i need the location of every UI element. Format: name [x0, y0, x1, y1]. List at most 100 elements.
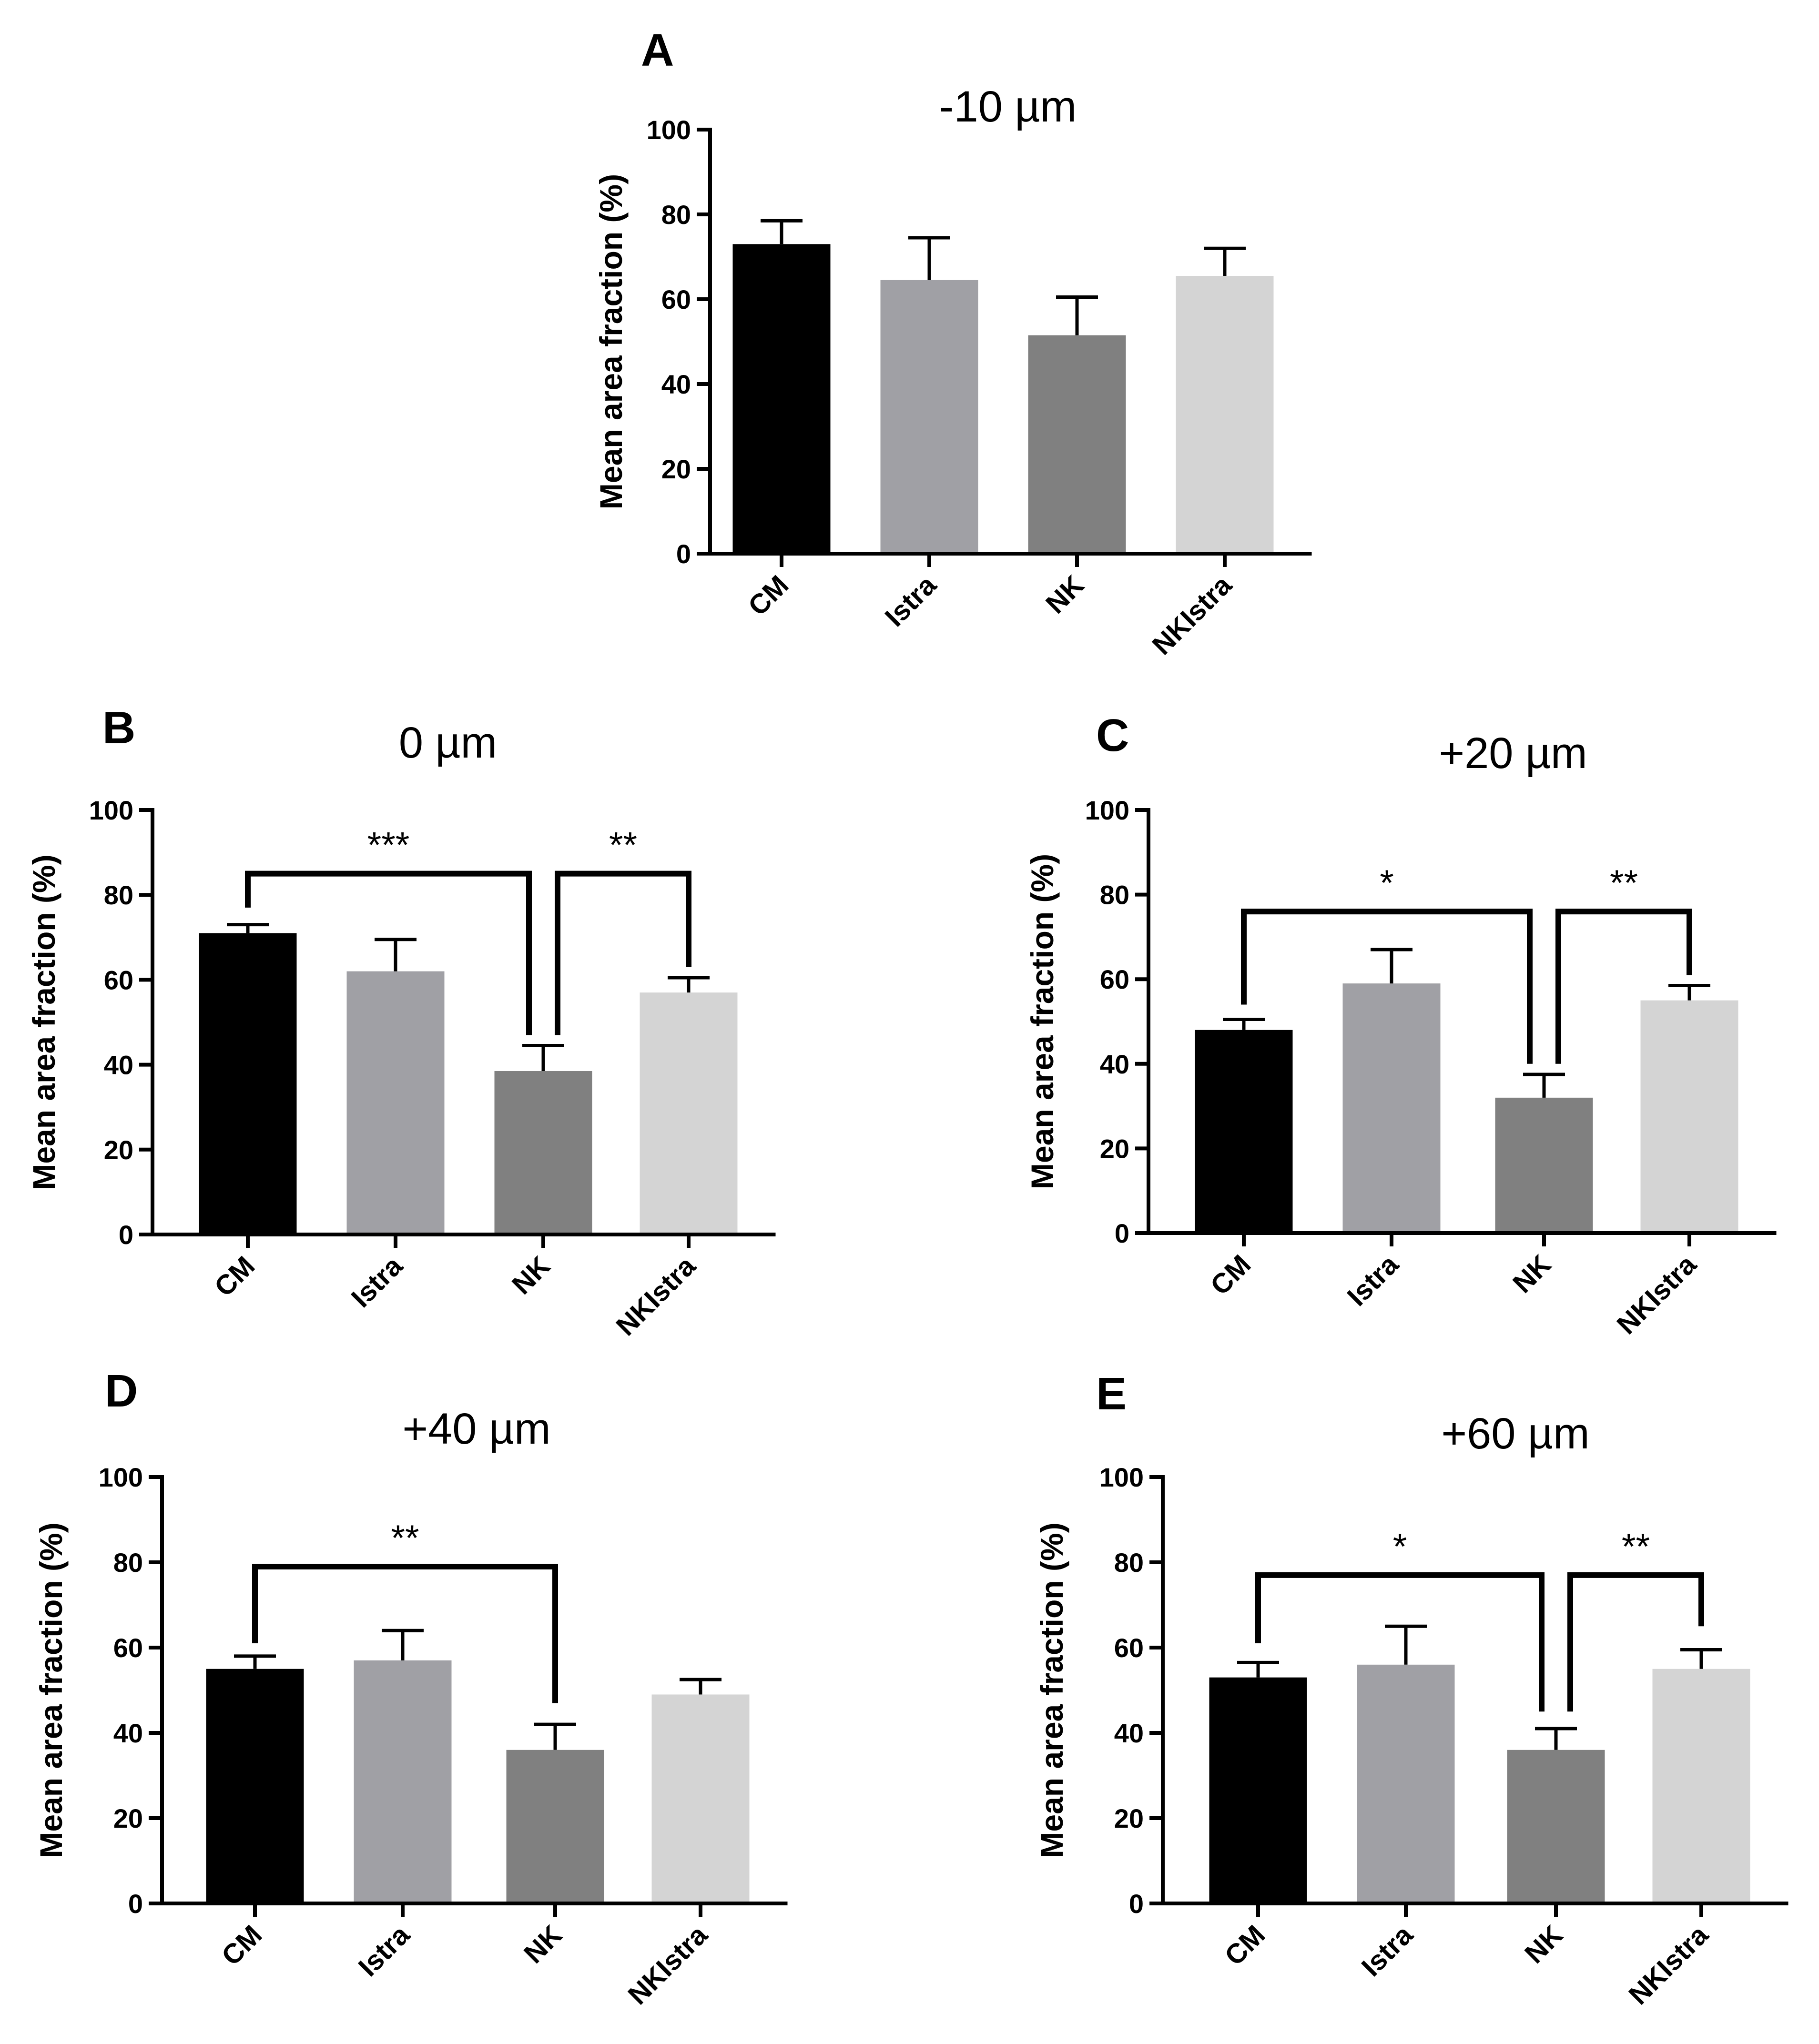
y-tick-label: 0 — [676, 539, 691, 569]
y-tick-label: 0 — [119, 1220, 133, 1250]
bar-nk — [1507, 1750, 1605, 1903]
y-tick-label: 60 — [1100, 964, 1129, 994]
y-tick-label: 60 — [661, 284, 691, 314]
y-tick-label: 20 — [1114, 1803, 1144, 1833]
significance-label: ** — [391, 1518, 419, 1558]
bar-cm — [732, 244, 831, 554]
chart-title: -10 µm — [939, 82, 1077, 131]
y-axis-label: Mean area fraction (%) — [26, 854, 61, 1190]
y-tick-label: 60 — [113, 1633, 143, 1663]
significance-label: ** — [609, 825, 637, 866]
x-tick-label-nk: NK — [506, 1250, 556, 1300]
x-tick-label-istra: Istra — [1356, 1919, 1419, 1983]
x-tick-label-istra: Istra — [346, 1250, 409, 1314]
y-axis-label: Mean area fraction (%) — [1025, 854, 1060, 1189]
panel-letter: D — [105, 1366, 138, 1417]
y-tick-label: 40 — [661, 369, 691, 399]
x-tick-label-istra: Istra — [353, 1919, 416, 1983]
y-tick-label: 80 — [661, 200, 691, 230]
y-tick-label: 20 — [104, 1135, 133, 1165]
y-tick-label: 100 — [99, 1462, 143, 1492]
significance-bracket-cm-nk — [1255, 1572, 1545, 1712]
bar-nk — [506, 1750, 604, 1903]
y-tick-label: 80 — [113, 1548, 143, 1578]
x-tick-label-cm: CM — [208, 1250, 261, 1303]
panel-a: A -10 µm Mean area fraction (%) 0 20 40 60 80 10… — [593, 25, 1312, 661]
y-tick-label: 100 — [1099, 1462, 1144, 1492]
significance-label: * — [1393, 1527, 1407, 1567]
x-tick-label-nk: NK — [518, 1919, 568, 1969]
significance-bracket-nk-nkistra — [1567, 1572, 1704, 1712]
x-tick-label-istra: Istra — [1341, 1249, 1405, 1312]
y-tick-label: 20 — [661, 454, 691, 484]
y-tick-label: 40 — [1100, 1049, 1129, 1079]
chart-title: +20 µm — [1439, 729, 1587, 778]
panel-letter: C — [1096, 710, 1129, 761]
significance-bracket-cm-nk — [245, 870, 532, 1035]
bar-istra — [354, 1660, 452, 1903]
panel-letter: A — [641, 25, 674, 76]
significance-label: ** — [1622, 1527, 1650, 1567]
x-tick-label-nkistra: NKIstra — [622, 1919, 713, 2011]
bar-nk — [494, 1071, 592, 1234]
x-tick-label-nkistra: NKIstra — [1611, 1249, 1702, 1340]
significance-bracket-cm-nk — [252, 1563, 558, 1703]
x-tick-label-nk: NK — [1519, 1919, 1569, 1969]
bar-istra — [346, 971, 445, 1234]
y-tick-label: 100 — [647, 115, 691, 145]
y-tick-label: 40 — [104, 1050, 133, 1080]
chart-title: 0 µm — [399, 718, 497, 767]
y-axis-label: Mean area fraction (%) — [33, 1522, 69, 1858]
significance-bracket-nk-nkistra — [1555, 909, 1692, 1064]
bar-istra — [1357, 1664, 1455, 1903]
bar-cm — [1195, 1030, 1293, 1233]
x-tick-label-nkistra: NKIstra — [1623, 1919, 1714, 2011]
y-tick-label: 40 — [113, 1718, 143, 1748]
x-tick-label-nk: NK — [1507, 1249, 1557, 1299]
y-tick-label: 0 — [1115, 1218, 1129, 1248]
x-tick-label-nkistra: NKIstra — [1146, 569, 1238, 661]
y-tick-label: 100 — [89, 795, 133, 825]
bar-nkistra — [1652, 1669, 1750, 1903]
bar-cm — [1209, 1677, 1307, 1903]
y-tick-label: 80 — [1114, 1548, 1144, 1578]
y-tick-label: 80 — [104, 880, 133, 910]
panel-b: B 0 µm Mean area fraction (%) 0 20 40 60 80 100 C… — [26, 702, 776, 1342]
x-tick-label-cm: CM — [742, 569, 794, 622]
y-tick-label: 80 — [1100, 880, 1129, 910]
significance-label: * — [1380, 863, 1394, 903]
bar-nk — [1028, 335, 1126, 554]
y-tick-label: 0 — [128, 1889, 143, 1919]
bar-nkistra — [1640, 1000, 1738, 1233]
y-axis-label: Mean area fraction (%) — [593, 174, 629, 509]
y-tick-label: 60 — [104, 965, 133, 995]
x-tick-label-istra: Istra — [879, 569, 943, 633]
y-tick-label: 20 — [1100, 1133, 1129, 1164]
bar-nk — [1495, 1097, 1593, 1233]
chart-title: +40 µm — [402, 1405, 550, 1453]
bar-cm — [206, 1669, 304, 1903]
bar-nkistra — [1176, 276, 1274, 554]
panel-letter: B — [102, 702, 135, 753]
x-tick-label-nk: NK — [1040, 569, 1090, 619]
significance-bracket-nk-nkistra — [555, 870, 691, 1035]
panel-letter: E — [1096, 1368, 1127, 1419]
y-tick-label: 0 — [1129, 1889, 1144, 1919]
bar-istra — [880, 280, 978, 554]
bar-istra — [1342, 983, 1441, 1233]
x-tick-label-cm: CM — [215, 1919, 268, 1972]
x-tick-label-cm: CM — [1219, 1919, 1271, 1972]
x-tick-label-cm: CM — [1204, 1249, 1257, 1301]
panel-e: E +60 µm Mean area fraction (%) 0 20 40 60 80 10… — [1034, 1368, 1789, 2011]
y-tick-label: 60 — [1114, 1633, 1144, 1663]
significance-bracket-cm-nk — [1241, 909, 1533, 1064]
bar-cm — [199, 933, 297, 1234]
panel-d: D +40 µm Mean area fraction (%) 0 20 40 60 80 10… — [33, 1366, 788, 2011]
y-tick-label: 40 — [1114, 1718, 1144, 1748]
significance-label: ** — [1610, 863, 1638, 903]
panel-c: C +20 µm Mean area fraction (%) 0 20 40 60 80 10… — [1025, 710, 1777, 1340]
significance-label: *** — [367, 825, 410, 866]
bar-nkistra — [640, 992, 738, 1234]
bar-nkistra — [651, 1694, 750, 1903]
